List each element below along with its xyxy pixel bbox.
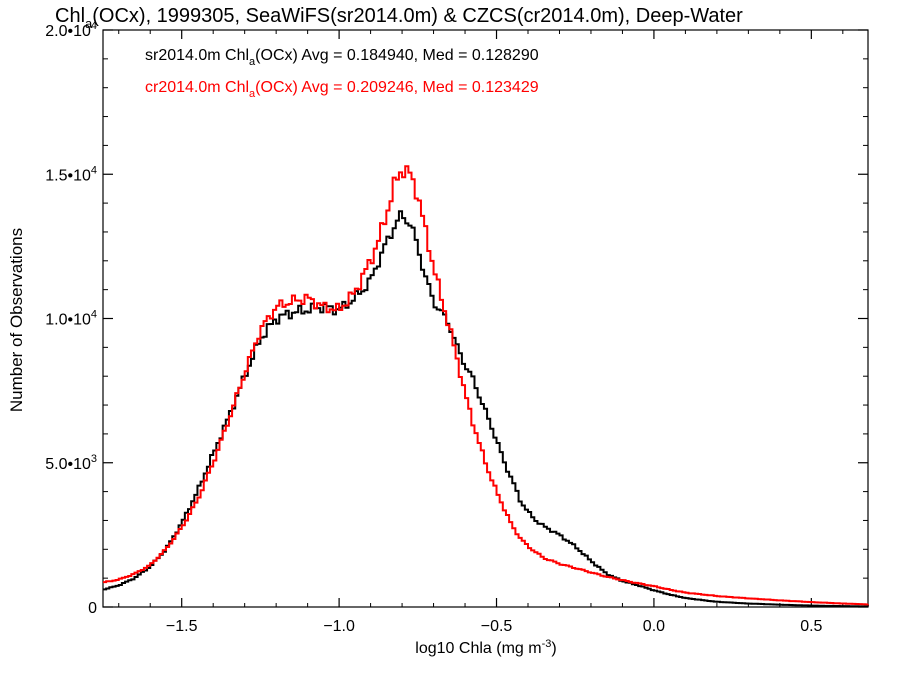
y-tick-label: 1.5•104 [45,164,97,184]
x-tick-label: −1.5 [166,618,198,635]
chart-title: Chla(OCx), 1999305, SeaWiFS(sr2014.0m) &… [55,5,743,31]
annotation-cr2014-part1: cr2014.0m Chl [145,79,249,96]
annotation-sr2014-part1: sr2014.0m Chl [145,47,249,64]
y-tick-label: 2.0•104 [45,20,97,40]
series-line-1 [103,165,869,606]
chart-title-part2: (OCx), 1999305, SeaWiFS(sr2014.0m) & CZC… [92,5,743,27]
x-tick-label: −0.5 [481,618,513,635]
chart-title-part1: Chl [55,5,85,27]
annotation-sr2014-subscript: a [249,56,256,68]
axes: −1.5 −1.0 −0.5 0.0 0.5 0 5.0•103 1.0•104 1.5•104… [45,20,869,635]
chart-title-subscript: a [85,16,93,31]
annotation-sr2014-part2: (OCx) Avg = 0.184940, Med = 0.128290 [255,47,539,64]
x-axis-label: log10 Chla (mg m-3) [415,638,556,657]
annotation-cr2014-part2: (OCx) Avg = 0.209246, Med = 0.123429 [255,79,539,96]
x-axis-label-end: ) [551,640,556,657]
y-tick-label: 0 [88,600,97,617]
y-tick-label: 5.0•103 [45,453,97,473]
x-tick-label: 0.0 [643,618,665,635]
x-axis-label-main: log10 Chla (mg m [415,640,541,657]
x-tick-label: 0.5 [800,618,822,635]
x-axis-label-superscript: -3 [542,638,552,650]
y-axis-label: Number of Observations [7,228,26,412]
x-tick-label: −1.0 [323,618,355,635]
plot-frame [102,29,869,608]
series-line-0 [103,210,869,608]
annotation-cr2014: cr2014.0m Chla(OCx) Avg = 0.209246, Med … [145,79,539,100]
annotation-cr2014-subscript: a [249,88,256,100]
y-tick-label: 1.0•104 [45,309,97,329]
annotation-sr2014: sr2014.0m Chla(OCx) Avg = 0.184940, Med … [145,47,539,68]
